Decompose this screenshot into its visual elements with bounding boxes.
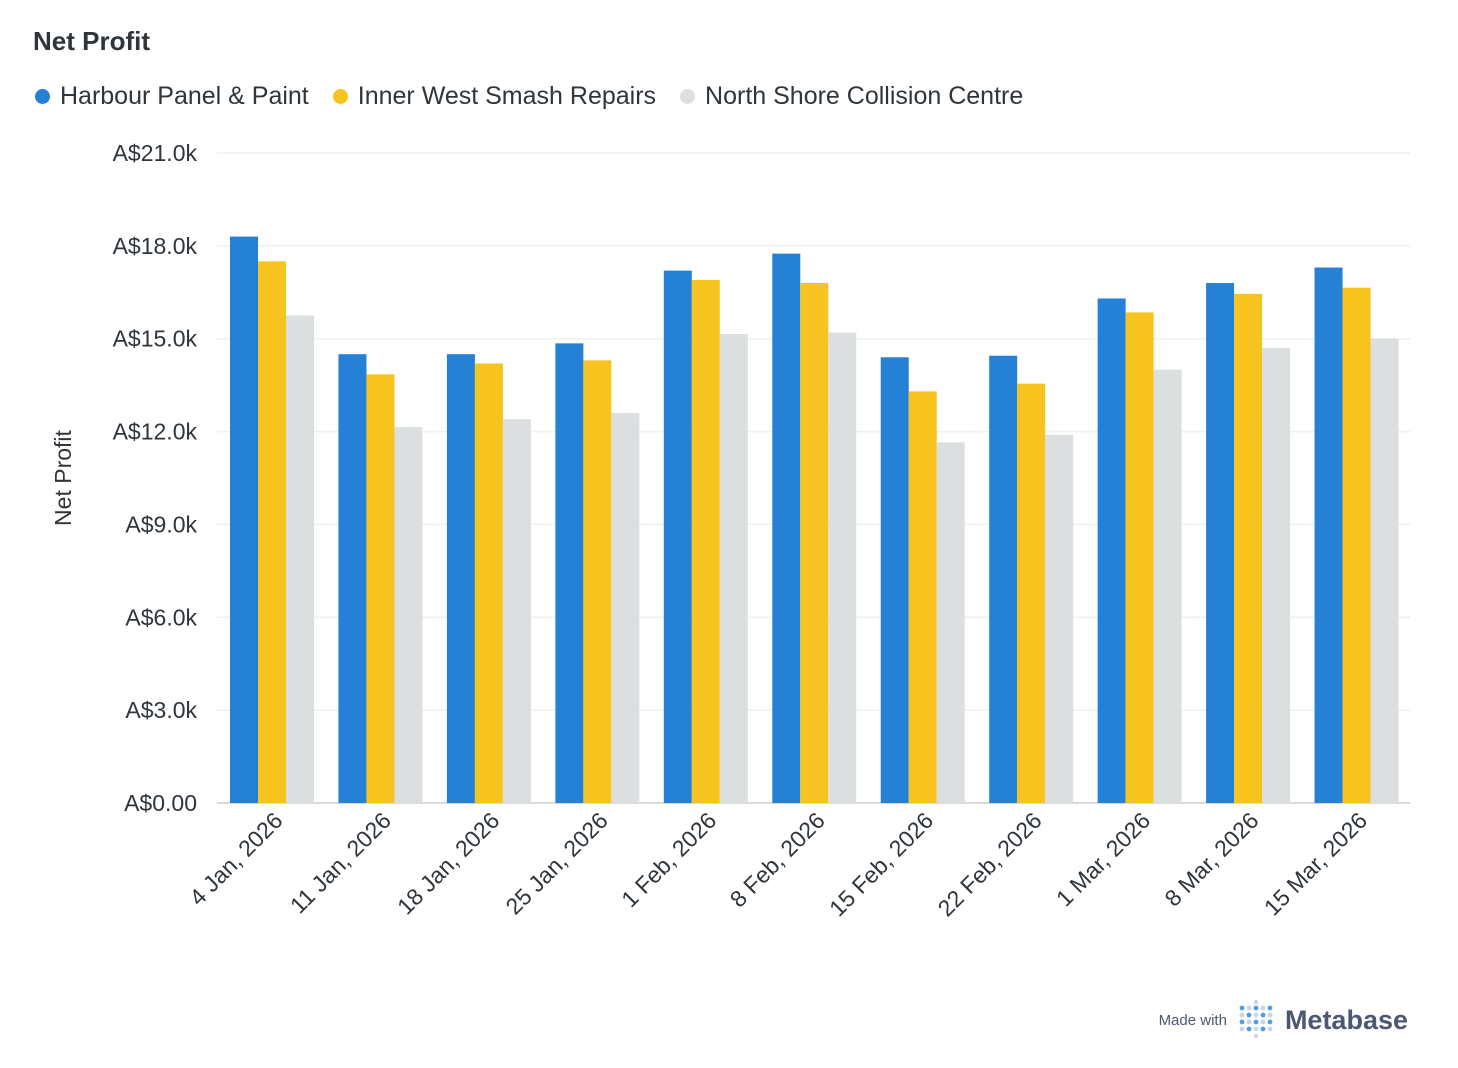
bar <box>258 261 286 803</box>
legend-dot-icon <box>332 89 348 104</box>
bar <box>1206 283 1235 803</box>
bar <box>338 354 367 803</box>
bar <box>555 343 584 803</box>
legend-label: Harbour Panel & Paint <box>60 82 309 110</box>
bar <box>474 363 503 803</box>
bar <box>1262 348 1291 803</box>
y-tick-label: A$15.0k <box>113 326 198 352</box>
legend-dot-icon <box>35 89 50 104</box>
made-with-text: Made with <box>1158 1011 1227 1029</box>
x-tick-label: 18 Jan, 2026 <box>392 807 504 919</box>
x-tick-label: 1 Feb, 2026 <box>616 807 721 912</box>
y-tick-label: A$12.0k <box>113 419 198 445</box>
metabase-brand[interactable]: Metabase <box>1284 1004 1408 1035</box>
bar <box>719 334 748 803</box>
bar <box>828 332 857 803</box>
bar <box>1045 434 1074 803</box>
x-tick-label: 15 Feb, 2026 <box>824 807 938 921</box>
bar <box>880 357 909 803</box>
bar <box>394 426 423 803</box>
bar <box>502 419 531 803</box>
bar <box>1125 312 1154 803</box>
x-tick-label: 15 Mar, 2026 <box>1259 807 1372 920</box>
bar <box>936 442 965 803</box>
y-tick-label: A$18.0k <box>113 233 198 259</box>
bar <box>446 354 475 803</box>
y-tick-label: A$0.00 <box>124 790 197 816</box>
x-tick-label: 1 Mar, 2026 <box>1051 807 1155 911</box>
x-tick-label: 8 Mar, 2026 <box>1159 807 1263 911</box>
x-tick-label: 22 Feb, 2026 <box>932 807 1046 921</box>
bar <box>800 283 829 803</box>
bar <box>1314 267 1343 803</box>
legend-label: Inner West Smash Repairs <box>357 82 657 110</box>
x-tick-label: 4 Jan, 2026 <box>184 807 287 910</box>
bar <box>366 374 395 803</box>
bar <box>230 236 258 804</box>
legend-item[interactable]: North Shore Collision Centre <box>680 82 1023 111</box>
y-tick-label: A$21.0k <box>113 140 198 166</box>
y-tick-label: A$3.0k <box>125 697 197 723</box>
legend-label: North Shore Collision Centre <box>705 82 1024 110</box>
y-tick-label: A$6.0k <box>125 604 197 630</box>
bar <box>772 253 801 804</box>
footer: Made with Metabase <box>1159 1000 1408 1040</box>
bar <box>1097 298 1126 803</box>
bar <box>611 413 640 803</box>
y-axis-label: Net Profit <box>50 429 76 525</box>
y-tick-label: A$9.0k <box>125 511 197 537</box>
bar <box>1017 383 1046 803</box>
legend-dot-icon <box>680 89 696 104</box>
metabase-logo-icon <box>1239 1000 1273 1039</box>
bar <box>583 360 612 803</box>
legend: Harbour Panel & Paint Inner West Smash Re… <box>35 82 1023 111</box>
x-tick-label: 8 Feb, 2026 <box>725 807 830 912</box>
legend-item[interactable]: Inner West Smash Repairs <box>332 82 657 111</box>
x-tick-label: 11 Jan, 2026 <box>285 807 396 918</box>
x-tick-label: 25 Jan, 2026 <box>500 807 612 919</box>
bar <box>1234 293 1263 803</box>
chart-title: Net Profit <box>33 26 150 56</box>
bar <box>989 355 1018 803</box>
bar <box>1153 369 1182 803</box>
bar <box>1370 338 1399 803</box>
bar <box>286 315 314 803</box>
bar <box>663 270 692 804</box>
bar <box>691 279 720 803</box>
bar <box>908 391 937 803</box>
legend-item[interactable]: Harbour Panel & Paint <box>35 82 309 111</box>
bar <box>1342 287 1371 804</box>
